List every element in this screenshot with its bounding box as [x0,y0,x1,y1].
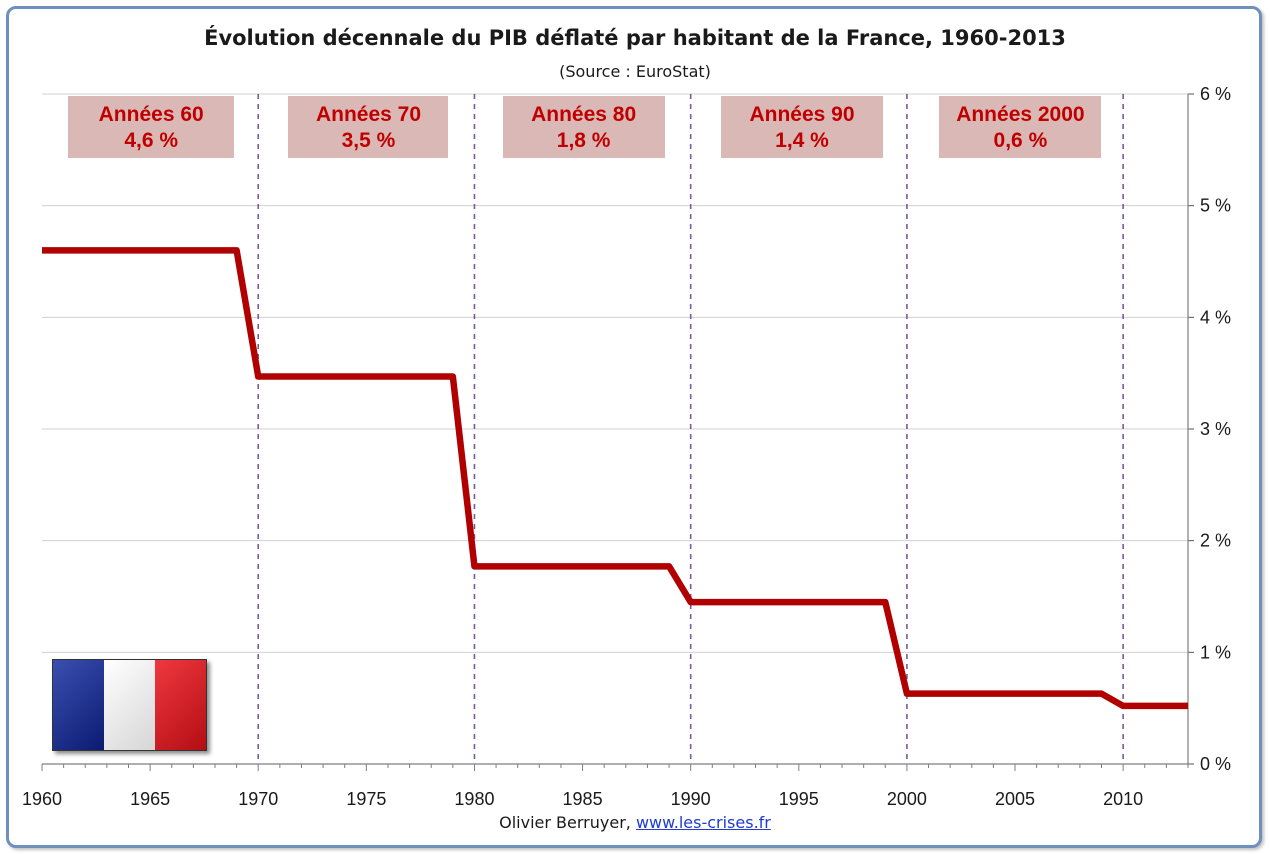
y-tick-label: 2 % [1200,531,1231,551]
credit-author: Olivier Berruyer, [499,813,631,832]
decade-annotation-value: 3,5 % [341,129,396,152]
decade-annotation: Années 80 1,8 % [502,96,665,158]
france-flag-icon [52,659,207,751]
decade-annotation: Années 2000 0,6 % [939,96,1102,158]
decade-annotation-label: Années 90 [749,103,855,126]
x-tick-label: 1965 [130,789,170,809]
x-tick-label: 2005 [995,789,1035,809]
y-tick-label: 0 % [1200,754,1231,774]
decade-annotation: Années 60 4,6 % [67,96,235,158]
series-line [42,247,1188,710]
decade-annotation-value: 1,8 % [556,129,611,152]
y-tick-label: 3 % [1200,419,1231,439]
y-tick-label: 1 % [1200,642,1231,662]
x-tick-label: 2000 [887,789,927,809]
flag-blue-band [53,660,104,750]
decade-annotation-label: Années 70 [315,103,422,126]
decade-annotation-label: Années 80 [531,103,637,126]
chart-title: Évolution décennale du PIB déflaté par h… [204,26,1066,50]
x-tick-label: 1970 [238,789,278,809]
x-tick-label: 1995 [779,789,819,809]
x-tick-label: 1975 [346,789,386,809]
x-tick-label: 1990 [671,789,711,809]
flag-red-band [155,660,206,750]
chart-subtitle: (Source : EuroStat) [559,62,711,81]
chart-credit: Olivier Berruyer, www.les-crises.fr [0,813,1270,832]
decade-annotation-value: 0,6 % [993,129,1048,152]
credit-link[interactable]: www.les-crises.fr [635,813,771,832]
y-tick-label: 4 % [1200,307,1231,327]
y-tick-label: 6 % [1200,84,1231,104]
decade-annotation: Années 70 3,5 % [288,96,449,158]
decade-annotation-value: 4,6 % [124,129,179,152]
decade-annotation-label: Années 2000 [956,103,1085,126]
decade-annotation: Années 90 1,4 % [720,96,884,158]
x-tick-label: 1985 [563,789,603,809]
decade-annotation-label: Années 60 [98,103,204,126]
x-tick-label: 2010 [1103,789,1143,809]
y-tick-label: 5 % [1200,196,1231,216]
flag-white-band [104,660,155,750]
x-tick-label: 1980 [454,789,494,809]
x-tick-label: 1960 [22,789,62,809]
decade-annotation-value: 1,4 % [775,129,829,152]
